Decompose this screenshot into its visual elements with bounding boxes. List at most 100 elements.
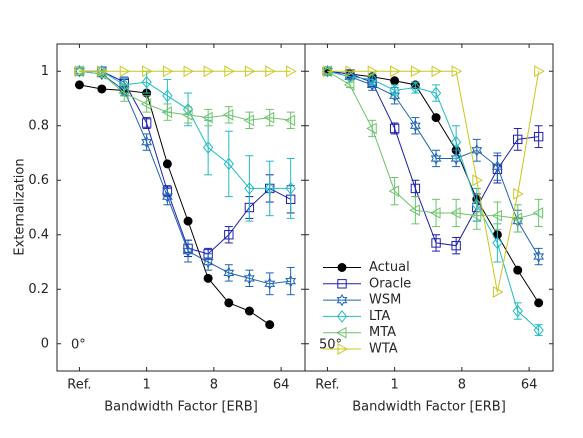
- marker: [183, 65, 195, 78]
- error-bar: [493, 201, 502, 230]
- y-tick-label: 0: [41, 336, 49, 351]
- marker: [183, 216, 193, 226]
- error-bar: [224, 130, 233, 198]
- panel-annotation: 50°: [319, 338, 342, 353]
- error-bar: [163, 103, 172, 121]
- error-bar: [120, 84, 129, 102]
- error-bar: [286, 157, 295, 219]
- marker: [222, 109, 234, 121]
- marker: [472, 174, 483, 187]
- error-bar: [224, 226, 233, 244]
- marker: [430, 86, 442, 100]
- marker: [390, 76, 400, 86]
- marker: [74, 80, 84, 90]
- x-axis-label: Bandwidth Factor [ERB]: [104, 400, 258, 415]
- marker: [534, 298, 544, 308]
- marker: [366, 78, 378, 92]
- marker: [470, 209, 482, 222]
- marker: [532, 207, 544, 219]
- marker: [451, 240, 461, 251]
- error-bar: [534, 125, 543, 149]
- y-tick-label: 0.2: [28, 282, 49, 297]
- marker: [202, 255, 214, 269]
- marker: [265, 65, 276, 78]
- marker: [223, 266, 235, 280]
- marker: [409, 204, 420, 217]
- marker: [224, 65, 235, 78]
- legend-label: Oracle: [369, 276, 411, 291]
- marker: [203, 273, 213, 283]
- error-bar: [265, 272, 274, 296]
- marker: [202, 111, 213, 124]
- x-tick-label: 8: [458, 378, 466, 393]
- marker: [202, 141, 214, 154]
- y-tick-label: 1: [41, 64, 49, 79]
- marker: [513, 134, 523, 145]
- marker: [263, 111, 275, 124]
- error-bar: [432, 198, 441, 228]
- marker: [492, 286, 504, 298]
- marker: [162, 65, 174, 78]
- marker: [533, 250, 545, 263]
- marker: [450, 207, 461, 219]
- marker: [286, 65, 297, 78]
- error-bar: [286, 266, 295, 296]
- y-tick-label: 0.8: [28, 118, 49, 133]
- error-bar: [534, 198, 543, 228]
- marker: [141, 75, 152, 89]
- marker: [343, 79, 355, 91]
- marker: [513, 265, 523, 275]
- error-bar: [265, 160, 274, 217]
- x-tick-label: 64: [521, 378, 538, 393]
- error-bar: [493, 152, 502, 181]
- marker: [162, 159, 172, 169]
- x-axis-label: Bandwidth Factor [ERB]: [352, 400, 506, 415]
- error-bar: [184, 106, 193, 124]
- marker: [223, 157, 234, 171]
- marker: [430, 207, 441, 219]
- marker: [182, 244, 194, 258]
- error-bar: [204, 108, 213, 127]
- marker: [367, 65, 379, 78]
- marker: [142, 65, 153, 78]
- marker: [243, 272, 255, 285]
- marker: [285, 274, 297, 288]
- marker: [264, 182, 275, 195]
- legend-marker: [335, 326, 347, 339]
- legend-label: WTA: [369, 342, 398, 357]
- legend-label: Actual: [369, 260, 410, 275]
- error-bar: [265, 108, 274, 127]
- error-bar: [411, 196, 420, 225]
- marker: [74, 65, 86, 78]
- error-bar: [245, 155, 254, 222]
- marker: [450, 135, 462, 149]
- marker: [244, 306, 254, 316]
- legend-marker: [336, 310, 348, 323]
- marker: [389, 84, 400, 97]
- error-bar: [142, 95, 151, 113]
- error-bar: [390, 122, 399, 135]
- marker: [491, 209, 502, 222]
- marker: [431, 238, 441, 248]
- marker: [224, 230, 234, 240]
- legend-marker: [337, 279, 347, 289]
- marker: [161, 190, 173, 203]
- marker: [141, 118, 152, 128]
- marker: [97, 65, 108, 78]
- marker: [389, 89, 401, 103]
- series-line: [79, 84, 270, 326]
- marker: [410, 81, 421, 94]
- marker: [410, 183, 421, 194]
- legend-label: MTA: [369, 325, 396, 340]
- error-bar: [452, 198, 461, 228]
- marker: [244, 65, 256, 78]
- marker: [161, 106, 172, 118]
- marker: [491, 160, 503, 173]
- marker: [389, 123, 400, 134]
- y-tick-label: 0.6: [28, 173, 49, 188]
- marker: [244, 182, 255, 195]
- marker: [431, 65, 443, 78]
- error-bar: [472, 138, 481, 162]
- marker: [410, 65, 422, 78]
